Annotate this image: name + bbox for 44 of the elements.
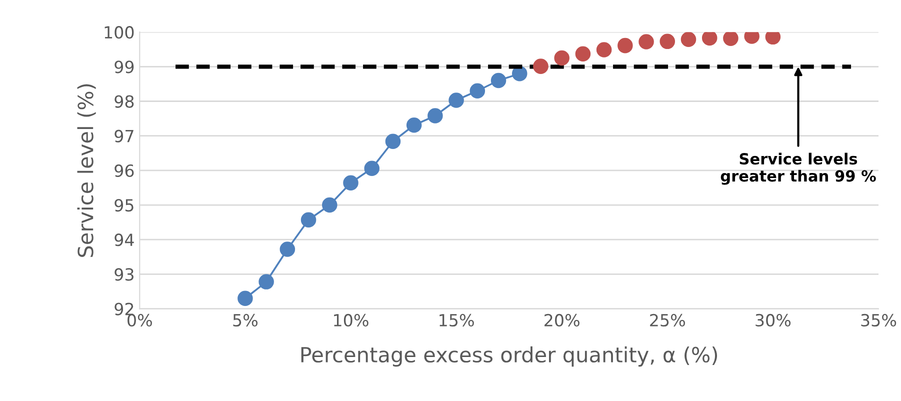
x-tick-label: 5% [233,314,258,327]
point [385,134,401,150]
y-tick-label: 93 [114,268,134,281]
point [364,160,380,176]
y-tick-label: 100 [104,26,134,39]
point [618,38,633,54]
point [428,108,443,124]
x-tick-label: 20% [544,314,580,327]
point [448,92,464,108]
point [723,32,738,46]
point [238,290,253,306]
point [490,72,506,88]
y-axis-title: Service level (%) [77,84,96,257]
point [322,197,338,213]
x-tick-label: 25% [650,314,685,327]
point [533,58,548,74]
point [280,242,296,257]
y-tick-label: 97 [114,130,134,142]
point [406,117,422,133]
annotation: Service levels greater than 99 % [720,152,876,185]
point [680,32,696,47]
point [343,175,358,191]
point [575,46,591,62]
point [596,42,612,58]
x-tick-label: 30% [756,314,791,327]
point [554,50,570,66]
point [470,83,486,99]
y-tick-label: 98 [114,95,134,108]
point [702,32,718,46]
y-tick-label: 96 [114,164,134,177]
point [512,66,528,82]
point [660,34,676,50]
x-axis-title: Percentage excess order quantity, α (%) [301,346,718,367]
y-tick-label: 94 [114,234,134,246]
y-tick-label: 99 [114,60,134,74]
x-tick-label: 15% [440,314,474,327]
point [258,274,274,290]
point [638,34,654,50]
x-tick-label: 0% [128,314,152,327]
point [300,212,316,228]
y-tick-label: 92 [114,302,134,316]
x-tick-label: 10% [334,314,368,327]
y-tick-label: 95 [114,198,134,212]
x-tick-label: 35% [861,314,896,327]
